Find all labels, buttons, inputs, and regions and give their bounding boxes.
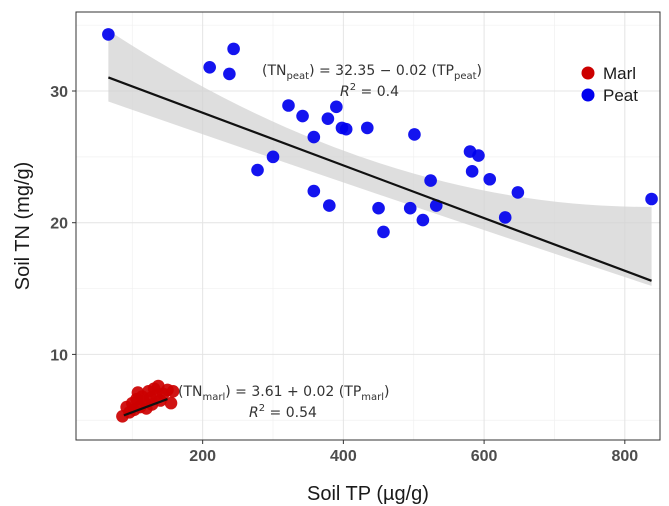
marl-eq-tp: TP: [343, 384, 361, 400]
point-peat: [377, 225, 390, 239]
y-ticks: 10 20 30: [50, 84, 76, 364]
marl-equation: (TNmarl) = 3.61 + 0.02 (TPmarl): [178, 384, 390, 403]
confidence-band-peat: [108, 30, 652, 286]
fit-line-peat: [107, 76, 652, 282]
marl-eq-tn-sub: marl: [203, 392, 226, 403]
point-peat: [227, 42, 240, 56]
peat-equation: (TNpeat) = 32.35 − 0.02 (TPpeat): [262, 63, 482, 82]
point-peat: [472, 149, 485, 162]
point-peat: [251, 163, 264, 177]
point-peat: [424, 174, 437, 187]
point-peat: [266, 150, 280, 164]
point-peat: [282, 99, 295, 112]
point-marl: [164, 396, 178, 410]
x-tick-label: 200: [189, 448, 216, 465]
x-tick-label: 400: [330, 448, 357, 465]
point-peat: [511, 186, 525, 199]
point-peat: [465, 165, 479, 178]
peat-eq-tp-sub: peat: [454, 71, 477, 82]
fit-line-layer: [107, 76, 652, 417]
x-tick-label: 800: [611, 448, 638, 465]
peat-eq-tn-sub: peat: [287, 71, 310, 82]
marl-eq-tp-sub: marl: [361, 392, 384, 403]
marl-r2: R2 = 0.54: [249, 403, 317, 421]
peat-eq-tp: TP: [436, 63, 454, 79]
marl-eq-tn: TN: [182, 384, 202, 400]
y-tick-label: 10: [50, 347, 68, 364]
x-tick-label: 600: [471, 448, 498, 465]
confidence-band-layer: [108, 30, 652, 286]
point-peat: [339, 122, 353, 136]
legend-key-marl: [581, 66, 595, 80]
point-peat: [102, 28, 115, 41]
peat-r2: R2 = 0.4: [340, 82, 399, 100]
marl-eq-mid: = 3.61 + 0.02: [231, 384, 339, 400]
point-peat: [321, 112, 335, 125]
point-peat: [645, 192, 658, 206]
legend: Marl Peat: [581, 64, 638, 105]
point-marl: [166, 384, 180, 398]
peat-eq-tn: TN: [266, 63, 286, 79]
point-peat: [296, 109, 309, 123]
legend-label-peat: Peat: [603, 86, 638, 105]
peat-eq-mid: = 32.35 − 0.02: [315, 63, 432, 79]
x-ticks: 200 400 600 800: [189, 440, 638, 465]
panel-border: [75, 11, 661, 441]
legend-key-peat: [581, 88, 595, 102]
point-peat: [403, 201, 417, 215]
x-axis-title: Soil TP (µg/g): [307, 483, 429, 505]
legend-label-marl: Marl: [603, 64, 636, 83]
point-peat: [330, 100, 343, 114]
fit-line-marl: [123, 398, 168, 417]
y-axis-title: Soil TN (mg/g): [12, 162, 34, 291]
point-peat: [307, 130, 321, 144]
point-peat: [223, 67, 236, 81]
point-peat: [323, 199, 336, 212]
point-peat: [203, 61, 216, 74]
point-peat: [307, 184, 321, 198]
point-peat: [408, 128, 421, 141]
point-peat: [416, 213, 430, 227]
point-peat: [360, 121, 374, 135]
y-tick-label: 30: [50, 84, 68, 101]
point-peat: [372, 201, 385, 215]
point-peat: [498, 211, 512, 224]
point-peat: [483, 172, 497, 186]
y-tick-label: 20: [50, 216, 68, 233]
